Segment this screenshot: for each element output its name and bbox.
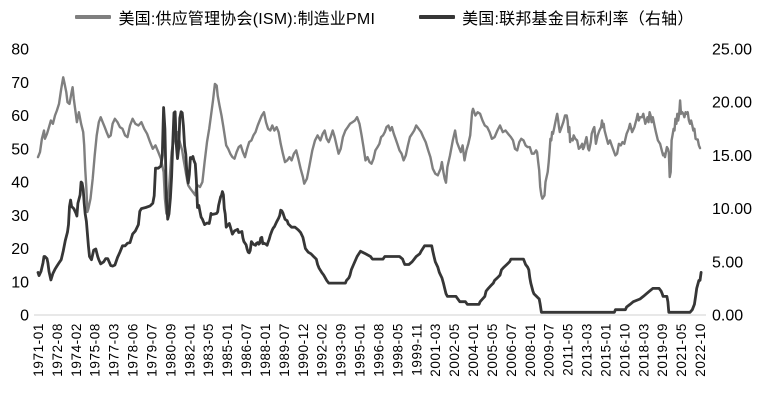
x-tick-label: 1985-01 [220, 323, 235, 377]
y-tick-label-right: 20.00 [712, 95, 752, 112]
legend-label-pmi: 美国:供应管理协会(ISM):制造业PMI [118, 11, 376, 28]
fed-funds-series-line [36, 106, 703, 314]
y-tick-label-left: 10 [11, 274, 29, 291]
y-tick-label-left: 0 [20, 308, 29, 325]
x-tick-label: 2006-07 [504, 323, 519, 377]
x-tick-label: 1975-08 [88, 323, 103, 377]
legend-label-fed-funds: 美国:联邦基金目标利率（右轴） [462, 11, 694, 28]
x-tick-label: 2021-05 [674, 323, 689, 377]
x-tick-label: 1974-02 [69, 323, 84, 377]
chart-legend: 美国:供应管理协会(ISM):制造业PMI 美国:联邦基金目标利率（右轴） [0, 5, 769, 29]
y-tick-label-right: 0.00 [712, 308, 743, 325]
x-tick-label: 1979-07 [144, 323, 159, 377]
x-tick-label: 1982-01 [182, 323, 197, 377]
x-tick-label: 2008-01 [523, 323, 538, 377]
legend-item-pmi: 美国:供应管理协会(ISM):制造业PMI [75, 5, 375, 29]
legend-item-fed-funds: 美国:联邦基金目标利率（右轴） [419, 5, 693, 29]
x-tick-label: 1996-08 [371, 323, 386, 377]
y-tick-label-left: 20 [11, 241, 29, 258]
x-tick-label: 2016-10 [617, 323, 632, 377]
x-tick-label: 2015-01 [598, 323, 613, 377]
x-tick-label: 1999-11 [409, 323, 424, 376]
x-tick-label: 2004-01 [466, 323, 481, 377]
x-tick-label: 1972-08 [50, 323, 65, 377]
y-tick-label-right: 15.00 [712, 148, 752, 165]
x-tick-label: 1995-01 [353, 323, 368, 377]
x-tick-label: 1988-01 [258, 323, 273, 377]
x-tick-label: 1977-03 [107, 323, 122, 377]
x-tick-label: 1986-07 [239, 323, 254, 377]
x-tick-label: 1980-09 [163, 323, 178, 377]
x-tick-label: 1993-09 [334, 323, 349, 377]
y-tick-label-right: 25.00 [712, 42, 752, 59]
x-tick-label: 2001-03 [428, 323, 443, 377]
x-tick-label: 2018-03 [636, 323, 651, 377]
y-tick-label-left: 50 [11, 141, 29, 158]
x-tick-label: 2019-09 [655, 323, 670, 377]
y-tick-label-left: 80 [11, 42, 29, 59]
x-axis: 1971-01 1972-08 1974-02 1975-08 1977-03 1978-… [31, 323, 708, 377]
y-axis-left: 0 10 20 30 40 50 60 70 80 [11, 42, 29, 325]
x-tick-label: 2011-05 [561, 323, 576, 376]
y-tick-label-left: 70 [11, 75, 29, 92]
x-tick-label: 2022-10 [693, 323, 708, 377]
y-tick-label-right: 5.00 [712, 254, 743, 271]
x-tick-label: 2009-07 [542, 323, 557, 377]
x-tick-label: 2002-05 [447, 323, 462, 377]
y-tick-label-left: 40 [11, 175, 29, 192]
x-tick-label: 1989-07 [277, 323, 292, 377]
y-tick-label-left: 30 [11, 208, 29, 225]
x-tick-label: 2005-05 [485, 323, 500, 377]
fed-funds-line-swatch-icon [419, 15, 456, 19]
x-tick-label: 1978-06 [126, 323, 141, 377]
x-tick-label: 1971-01 [31, 323, 46, 377]
x-tick-label: 1990-12 [296, 323, 311, 377]
pmi-line-swatch-icon [75, 15, 112, 19]
pmi-series-line [36, 76, 702, 215]
y-tick-label-right: 10.00 [712, 201, 752, 218]
x-tick-label: 1983-05 [201, 323, 216, 377]
y-axis-right: 0.00 5.00 10.00 15.00 20.00 25.00 [712, 42, 752, 325]
x-tick-label: 1998-05 [390, 323, 405, 377]
y-tick-label-left: 60 [11, 108, 29, 125]
x-tick-label: 2013-03 [580, 323, 595, 377]
x-tick-label: 1992-02 [315, 323, 330, 377]
